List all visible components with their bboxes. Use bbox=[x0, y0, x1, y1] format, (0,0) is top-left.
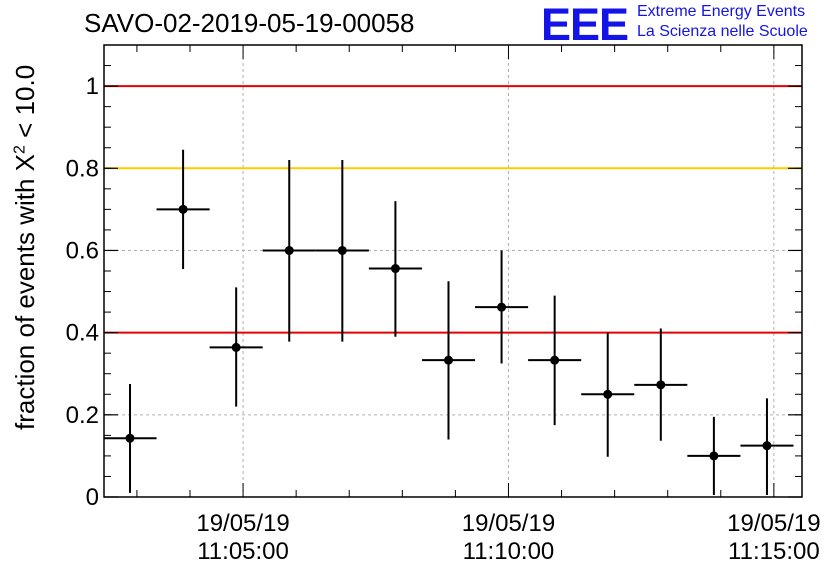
y-axis-label-sup: 2 bbox=[11, 145, 29, 154]
data-point-group bbox=[315, 160, 369, 342]
x-tick-label-time: 11:10:00 bbox=[463, 538, 555, 565]
axes: 00.20.40.60.8119/05/1911:05:0019/05/1911… bbox=[66, 44, 821, 565]
y-tick-label: 1 bbox=[86, 73, 99, 100]
data-point-group bbox=[262, 160, 316, 342]
data-point bbox=[337, 245, 347, 255]
x-tick-label-date: 19/05/19 bbox=[727, 510, 820, 537]
y-axis-label: fraction of events with X2 < 10.0 bbox=[10, 65, 44, 430]
data-point bbox=[656, 380, 666, 390]
x-tick-label-time: 11:15:00 bbox=[728, 538, 820, 565]
data-point-group bbox=[368, 201, 422, 337]
data-point bbox=[284, 245, 294, 255]
data-point bbox=[390, 264, 400, 274]
y-tick-label: 0.4 bbox=[66, 320, 99, 347]
y-tick-label: 0 bbox=[86, 484, 99, 511]
data-point bbox=[709, 451, 719, 461]
data-point-group bbox=[421, 281, 476, 440]
data-point-group bbox=[740, 398, 794, 495]
data-point-group bbox=[634, 328, 688, 441]
data-point-group bbox=[104, 384, 157, 493]
data-point-group bbox=[687, 416, 741, 495]
y-axis-label-suffix: < 10.0 bbox=[10, 64, 40, 146]
data-point-group bbox=[156, 149, 210, 269]
data-point bbox=[550, 355, 560, 365]
data-point bbox=[603, 389, 613, 399]
data-point bbox=[178, 204, 188, 214]
data-point bbox=[762, 441, 772, 451]
data-point-group bbox=[475, 250, 529, 364]
y-axis-label-prefix: fraction of events with bbox=[10, 171, 40, 430]
chart-title: SAVO-02-2019-05-19-00058 bbox=[84, 8, 415, 38]
data-point bbox=[231, 342, 241, 352]
data-point bbox=[443, 355, 453, 365]
x-tick-label-date: 19/05/19 bbox=[462, 510, 555, 537]
logo-line-1: Extreme Energy Events bbox=[637, 3, 806, 20]
y-tick-label: 0.6 bbox=[66, 237, 99, 264]
y-axis-label-symbol: X bbox=[10, 153, 40, 172]
data-point-group bbox=[581, 332, 635, 457]
data-point-group bbox=[209, 287, 263, 407]
grid bbox=[104, 45, 802, 497]
data-point bbox=[125, 433, 135, 443]
y-tick-label: 0.2 bbox=[66, 402, 99, 429]
reference-lines bbox=[104, 85, 802, 334]
data-point-group bbox=[528, 295, 582, 426]
x-tick-label-date: 19/05/19 bbox=[196, 510, 289, 537]
logo-line-2: La Scienza nelle Scuole bbox=[637, 23, 808, 40]
y-tick-label: 0.8 bbox=[66, 155, 99, 182]
x-tick-label-time: 11:05:00 bbox=[197, 538, 289, 565]
data-point bbox=[497, 302, 507, 312]
data-points bbox=[104, 149, 794, 495]
plot-frame bbox=[103, 44, 803, 498]
eee-logo-icon: EEE bbox=[541, 0, 629, 50]
